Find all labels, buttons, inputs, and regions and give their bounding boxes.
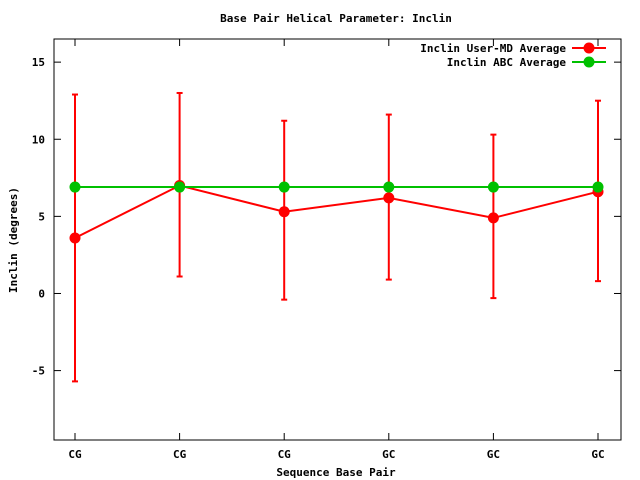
series-layer [69,91,604,383]
y-axis: -5 0 5 10 15 [32,56,621,378]
data-point [278,206,290,218]
legend-marker [583,42,595,54]
data-point [487,181,499,193]
x-tick-label: CG [173,448,187,461]
series-line [74,184,599,239]
data-point [278,181,290,193]
y-tick-label: 10 [32,133,45,146]
legend-label: Inclin ABC Average [447,56,567,69]
data-point [383,192,395,204]
x-tick-label: CG [68,448,82,461]
legend-marker [583,56,595,68]
y-tick-label: 0 [38,287,45,300]
legend-label: Inclin User-MD Average [420,42,566,55]
y-tick-label: 15 [32,56,45,69]
data-point [383,181,395,193]
series-0 [69,91,604,383]
x-tick-label: GC [382,448,395,461]
data-point [174,181,186,193]
y-tick-label: -5 [32,365,45,378]
x-tick-label: GC [487,448,500,461]
data-point [592,181,604,193]
y-tick-label: 5 [38,210,45,223]
x-axis-label: Sequence Base Pair [276,466,396,479]
x-tick-label: CG [278,448,292,461]
x-axis: CG CG CG GC GC GC [68,39,605,461]
series-1 [69,181,604,193]
data-point [69,181,81,193]
chart-title: Base Pair Helical Parameter: Inclin [220,12,452,25]
y-axis-label: Inclin (degrees) [7,187,20,293]
x-tick-label: GC [591,448,604,461]
data-point [69,232,81,244]
plot-area-frame [53,38,622,441]
data-point [487,212,499,224]
